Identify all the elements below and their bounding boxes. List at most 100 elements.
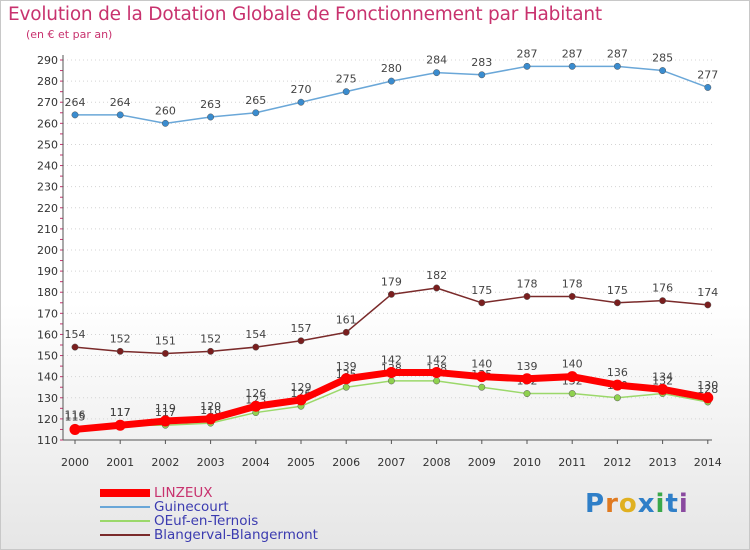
x-tick-label: 2006 — [332, 456, 360, 469]
data-point — [476, 371, 488, 383]
data-point — [252, 109, 260, 117]
data-point — [702, 392, 714, 404]
data-label: 263 — [200, 98, 221, 111]
data-point — [611, 379, 623, 391]
data-label: 176 — [652, 282, 673, 295]
data-point — [207, 347, 215, 355]
legend-label: Blangerval-Blangermont — [154, 527, 318, 543]
data-point — [297, 337, 305, 345]
x-tick-label: 2001 — [106, 456, 134, 469]
data-point — [161, 349, 169, 357]
y-tick-label: 210 — [37, 223, 58, 236]
data-label: 119 — [155, 402, 176, 415]
data-point — [568, 390, 576, 398]
x-tick-label: 2002 — [151, 456, 179, 469]
data-point — [433, 284, 441, 292]
x-tick-label: 2010 — [513, 456, 541, 469]
data-label: 270 — [291, 83, 312, 96]
data-point — [613, 394, 621, 402]
data-label: 139 — [336, 360, 357, 373]
data-label: 152 — [110, 332, 131, 345]
data-label: 151 — [155, 334, 176, 347]
data-label: 287 — [607, 47, 628, 60]
data-label: 140 — [562, 358, 583, 371]
legend-swatch — [100, 506, 150, 508]
data-point — [340, 373, 352, 385]
data-label: 126 — [245, 387, 266, 400]
logo-letter: P — [585, 489, 606, 519]
y-tick-label: 130 — [37, 392, 58, 405]
x-tick-label: 2009 — [468, 456, 496, 469]
legend-item: Guinecourt — [100, 500, 318, 514]
data-point — [523, 292, 531, 300]
data-point — [478, 299, 486, 307]
x-tick-label: 2011 — [558, 456, 586, 469]
data-label: 142 — [381, 353, 402, 366]
y-tick-label: 220 — [37, 202, 58, 215]
legend-label: Guinecourt — [154, 499, 229, 515]
x-tick-label: 2013 — [649, 456, 677, 469]
data-point — [297, 98, 305, 106]
data-point — [252, 343, 260, 351]
data-label: 287 — [517, 47, 538, 60]
data-label: 264 — [110, 96, 131, 109]
y-tick-label: 160 — [37, 328, 58, 341]
x-tick-label: 2003 — [197, 456, 225, 469]
data-label: 174 — [697, 286, 718, 299]
data-point — [704, 301, 712, 309]
x-tick-label: 2005 — [287, 456, 315, 469]
x-tick-label: 2012 — [603, 456, 631, 469]
data-point — [431, 366, 443, 378]
y-tick-label: 230 — [37, 181, 58, 194]
x-tick-label: 2004 — [242, 456, 270, 469]
chart-legend: LINZEUX Guinecourt OEuf-en-Ternois Blangerv… — [100, 486, 318, 542]
data-label: 284 — [426, 54, 447, 67]
logo-letter: t — [665, 489, 679, 519]
data-point — [704, 83, 712, 91]
logo-letter: o — [618, 489, 638, 519]
data-point — [114, 419, 126, 431]
data-label: 132 — [652, 375, 673, 388]
data-label: 275 — [336, 73, 357, 86]
data-point — [116, 347, 124, 355]
data-label: 280 — [381, 62, 402, 75]
data-point — [433, 69, 441, 77]
logo-letter: i — [655, 489, 666, 519]
data-label: 136 — [607, 366, 628, 379]
data-label: 179 — [381, 275, 402, 288]
data-label: 175 — [471, 284, 492, 297]
data-label: 115 — [65, 410, 86, 423]
data-point — [521, 373, 533, 385]
data-label: 157 — [291, 322, 312, 335]
data-label: 128 — [697, 383, 718, 396]
data-point — [478, 383, 486, 391]
data-point — [295, 394, 307, 406]
data-point — [161, 119, 169, 127]
data-point — [342, 328, 350, 336]
data-label: 154 — [245, 328, 266, 341]
data-point — [613, 299, 621, 307]
data-label: 142 — [426, 353, 447, 366]
data-label: 277 — [697, 68, 718, 81]
data-label: 265 — [245, 94, 266, 107]
data-label: 117 — [110, 406, 131, 419]
y-tick-label: 140 — [37, 371, 58, 384]
data-point — [342, 88, 350, 96]
data-label: 116 — [65, 408, 86, 421]
data-label: 285 — [652, 52, 673, 65]
data-point — [659, 297, 667, 305]
data-point — [566, 371, 578, 383]
data-point — [69, 423, 81, 435]
legend-swatch — [100, 489, 150, 497]
chart-title: Evolution de la Dotation Globale de Fonc… — [8, 4, 602, 25]
data-point — [342, 383, 350, 391]
data-label: 140 — [471, 358, 492, 371]
logo-letter: x — [637, 489, 656, 519]
data-label: 130 — [697, 379, 718, 392]
data-label: 182 — [426, 269, 447, 282]
data-point — [387, 290, 395, 298]
x-tick-label: 2014 — [694, 456, 722, 469]
data-label: 175 — [607, 284, 628, 297]
data-label: 260 — [155, 104, 176, 117]
legend-label: OEuf-en-Ternois — [154, 513, 259, 529]
